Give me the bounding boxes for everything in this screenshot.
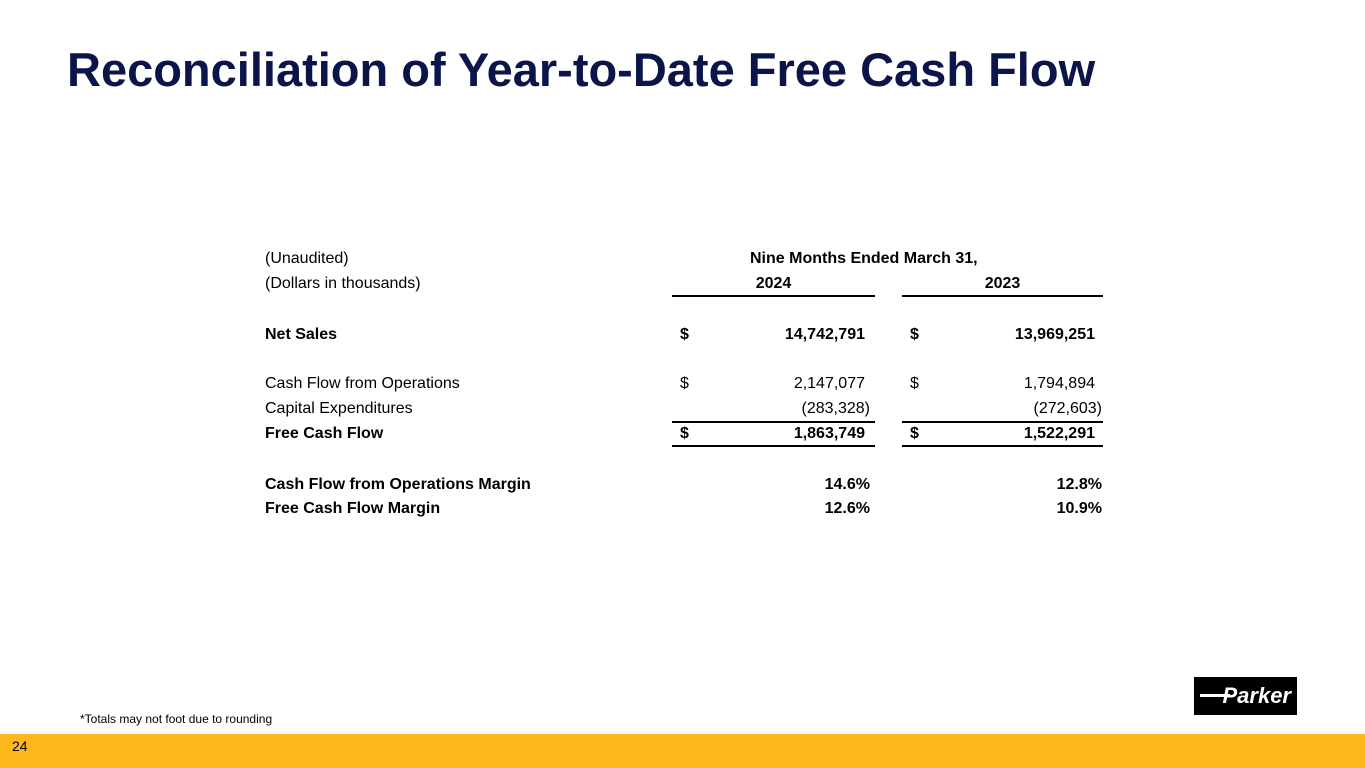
row-label: Free Cash Flow	[265, 425, 384, 442]
value-2023: (272,603)	[1033, 400, 1103, 417]
period-header: Nine Months Ended March 31,	[750, 250, 978, 267]
divider	[902, 445, 1103, 447]
row-label: Free Cash Flow Margin	[265, 500, 441, 517]
row-label: Cash Flow from Operations Margin	[265, 476, 531, 493]
divider	[672, 421, 875, 423]
value-2023: 12.8%	[1056, 476, 1102, 493]
parker-logo: Parker	[1194, 677, 1297, 715]
value-2023: 1,522,291	[1023, 425, 1095, 442]
divider	[672, 445, 875, 447]
value-2023: 10.9%	[1056, 500, 1102, 517]
row-label: Capital Expenditures	[265, 400, 413, 417]
divider	[672, 295, 875, 297]
unaudited-label: (Unaudited)	[265, 250, 349, 267]
units-label: (Dollars in thousands)	[265, 275, 421, 292]
footnote: *Totals may not foot due to rounding	[80, 712, 273, 726]
value-2024: 14.6%	[824, 476, 870, 493]
divider	[902, 421, 1103, 423]
page-title: Reconciliation of Year-to-Date Free Cash…	[67, 43, 1096, 96]
value-2024: 1,863,749	[793, 425, 865, 442]
currency-symbol: $	[910, 375, 919, 392]
value-2023: 1,794,894	[1023, 375, 1095, 392]
currency-symbol: $	[680, 326, 689, 343]
row-label: Net Sales	[265, 326, 338, 343]
row-label: Cash Flow from Operations	[265, 375, 460, 392]
page-number: 24	[12, 738, 28, 754]
footer-bar	[0, 734, 1365, 768]
value-2024: (283,328)	[801, 400, 871, 417]
divider	[902, 295, 1103, 297]
value-2024: 2,147,077	[793, 375, 865, 392]
currency-symbol: $	[910, 425, 919, 442]
currency-symbol: $	[910, 326, 919, 343]
currency-symbol: $	[680, 425, 689, 442]
currency-symbol: $	[680, 375, 689, 392]
col-header-2023: 2023	[984, 275, 1021, 292]
value-2023: 13,969,251	[1014, 326, 1095, 343]
value-2024: 12.6%	[824, 500, 870, 517]
col-header-2024: 2024	[755, 275, 792, 292]
value-2024: 14,742,791	[784, 326, 865, 343]
